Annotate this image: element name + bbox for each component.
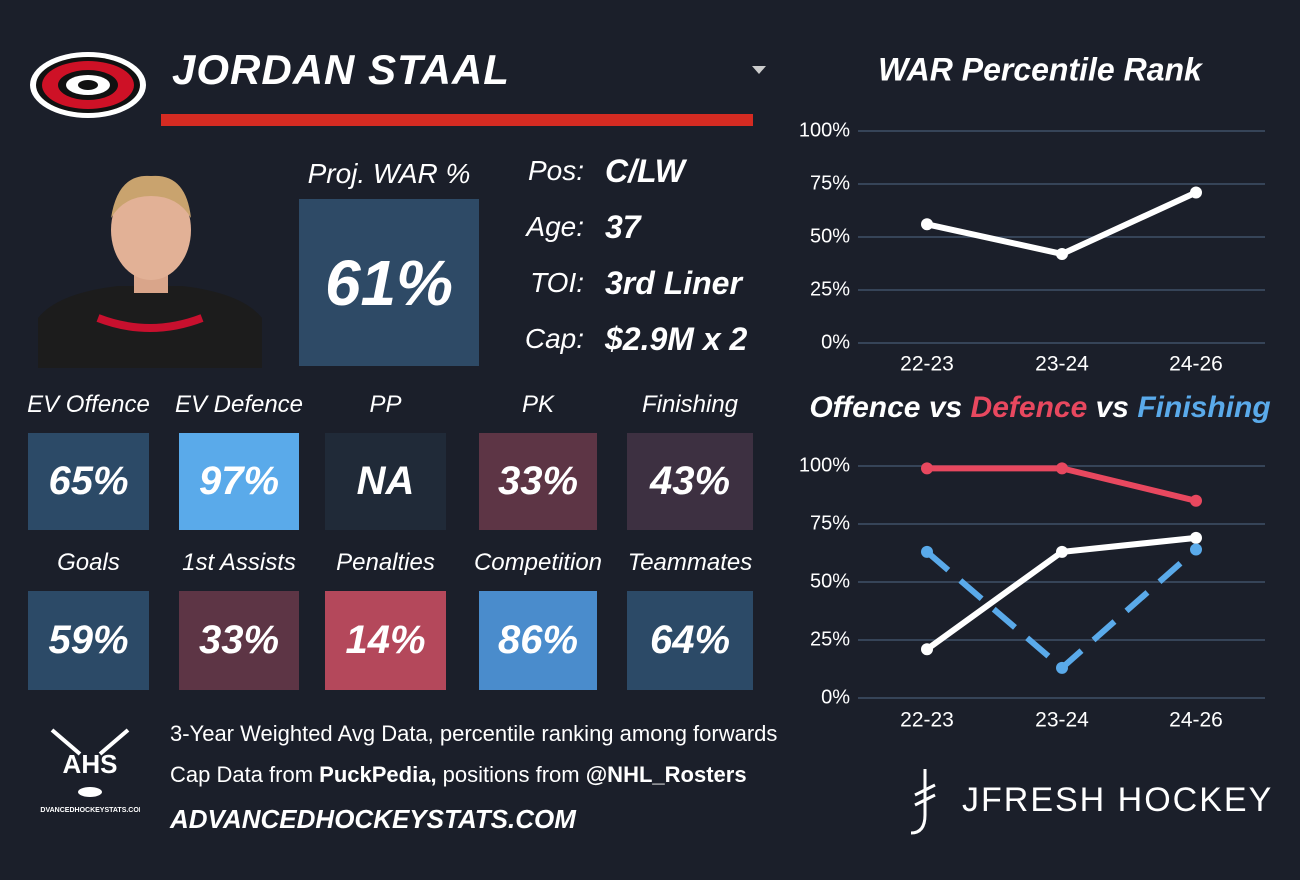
tile: 43%: [627, 433, 753, 530]
tile-label: Finishing: [641, 391, 739, 418]
tile-label: PK: [521, 391, 554, 418]
footer-line: 3-Year Weighted Avg Data, percentile ran…: [170, 721, 778, 746]
point: [1056, 661, 1068, 674]
tile: 65%: [28, 433, 149, 530]
player-name: JORDAN STAAL: [172, 46, 510, 93]
info-label: Age:: [526, 211, 584, 242]
chart-title: WAR Percentile Rank: [878, 51, 1204, 87]
player-photo: [38, 175, 262, 368]
brand-icon: [910, 769, 936, 835]
point: [921, 545, 933, 558]
x-tick-label: 24-26: [1169, 353, 1223, 376]
title-joiner: vs: [929, 391, 962, 424]
point: [1056, 247, 1068, 260]
dropdown-arrow[interactable]: [750, 64, 768, 76]
y-tick-label: 100%: [799, 454, 850, 476]
x-tick-label: 24-26: [1169, 709, 1223, 732]
y-tick-label: 25%: [810, 278, 850, 300]
x-tick-label: 22-23: [900, 353, 954, 376]
y-tick-label: 75%: [810, 172, 850, 194]
info-value: C/LW: [605, 153, 685, 189]
point: [921, 462, 933, 475]
tile: 86%: [479, 591, 597, 690]
tile: 97%: [179, 433, 299, 530]
tile-label: EV Offence: [27, 391, 150, 418]
brand: JFRESH HOCKEY: [962, 781, 1274, 819]
tile: 64%: [627, 591, 753, 690]
y-tick-label: 100%: [799, 119, 850, 141]
y-tick-label: 50%: [810, 570, 850, 592]
legend-entry: Offence: [809, 391, 920, 424]
point: [1190, 494, 1202, 507]
x-tick-label: 23-24: [1035, 709, 1089, 732]
point: [1190, 531, 1202, 544]
y-tick-label: 50%: [810, 225, 850, 247]
x-tick-label: 23-24: [1035, 353, 1089, 376]
name-underline: [161, 114, 753, 126]
team-logo: [30, 52, 146, 118]
x-tick-label: 22-23: [900, 709, 954, 732]
point: [921, 643, 933, 656]
legend-entry: Finishing: [1137, 391, 1270, 424]
y-tick-label: 25%: [810, 628, 850, 650]
footer-site[interactable]: ADVANCEDHOCKEYSTATS.COM: [170, 804, 576, 834]
y-tick-label: 0%: [821, 331, 850, 353]
info-label: TOI:: [530, 267, 584, 298]
chart-title: Offence vs Defence vs Finishing: [809, 391, 1270, 424]
footer-text: Cap Data from: [170, 762, 320, 787]
proj-war-label: Proj. WAR %: [307, 158, 471, 189]
info-value: 37: [605, 209, 641, 245]
tile: NA: [325, 433, 446, 530]
tile: 59%: [28, 591, 149, 690]
tile-label: 1st Assists: [182, 549, 296, 576]
footer-link: PuckPedia,: [319, 762, 437, 787]
tile-label: Penalties: [336, 549, 435, 576]
tile-label: Teammates: [627, 549, 753, 576]
proj-war-tile: 61%: [299, 199, 479, 366]
tile: 33%: [479, 433, 597, 530]
footer-link: @NHL_Rosters: [585, 762, 747, 787]
info-label: Cap:: [524, 323, 584, 354]
legend-entry: Defence: [971, 391, 1088, 424]
ahs-logo: AHS ADVANCEDHOCKEYSTATS.COM: [40, 728, 140, 814]
series-line: [925, 547, 1198, 672]
tile-label: EV Defence: [174, 391, 304, 418]
point: [1056, 545, 1068, 558]
footer-text: positions from: [436, 762, 586, 787]
y-tick-label: 0%: [821, 686, 850, 708]
info-label: Pos:: [527, 155, 584, 186]
tile-label: Competition: [473, 549, 603, 576]
series-line: [926, 189, 1198, 258]
title-joiner: vs: [1096, 391, 1129, 424]
info-value: $2.9M x 2: [605, 321, 748, 357]
footer-line: Cap Data from PuckPedia, positions from …: [170, 762, 747, 788]
tile: 33%: [179, 591, 299, 690]
tile: 14%: [325, 591, 446, 690]
point: [1190, 186, 1202, 199]
ahs-logo-sub: ADVANCEDHOCKEYSTATS.COM: [40, 807, 140, 814]
y-tick-label: 75%: [810, 512, 850, 534]
info-value: 3rd Liner: [605, 265, 742, 301]
point: [1190, 543, 1202, 556]
point: [1056, 462, 1068, 475]
tile-label: Goals: [57, 549, 120, 576]
tile-label: PP: [369, 391, 402, 418]
point: [921, 218, 933, 231]
ahs-logo-text: AHS: [63, 749, 118, 779]
